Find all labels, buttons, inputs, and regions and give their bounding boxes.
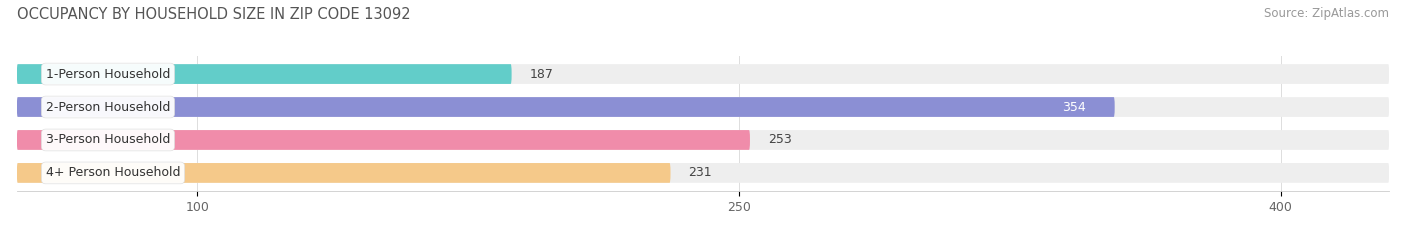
- FancyBboxPatch shape: [17, 130, 1389, 150]
- FancyBboxPatch shape: [17, 97, 1115, 117]
- FancyBboxPatch shape: [17, 97, 1389, 117]
- Text: 187: 187: [530, 68, 554, 81]
- Text: 253: 253: [768, 134, 792, 147]
- FancyBboxPatch shape: [17, 163, 671, 183]
- Text: Source: ZipAtlas.com: Source: ZipAtlas.com: [1264, 7, 1389, 20]
- Text: 1-Person Household: 1-Person Household: [46, 68, 170, 81]
- Text: 4+ Person Household: 4+ Person Household: [46, 166, 180, 179]
- FancyBboxPatch shape: [17, 163, 1389, 183]
- FancyBboxPatch shape: [17, 130, 749, 150]
- Text: 231: 231: [689, 166, 713, 179]
- Text: 354: 354: [1062, 100, 1085, 113]
- Text: OCCUPANCY BY HOUSEHOLD SIZE IN ZIP CODE 13092: OCCUPANCY BY HOUSEHOLD SIZE IN ZIP CODE …: [17, 7, 411, 22]
- Text: 3-Person Household: 3-Person Household: [46, 134, 170, 147]
- FancyBboxPatch shape: [17, 64, 1389, 84]
- Text: 2-Person Household: 2-Person Household: [46, 100, 170, 113]
- FancyBboxPatch shape: [17, 64, 512, 84]
